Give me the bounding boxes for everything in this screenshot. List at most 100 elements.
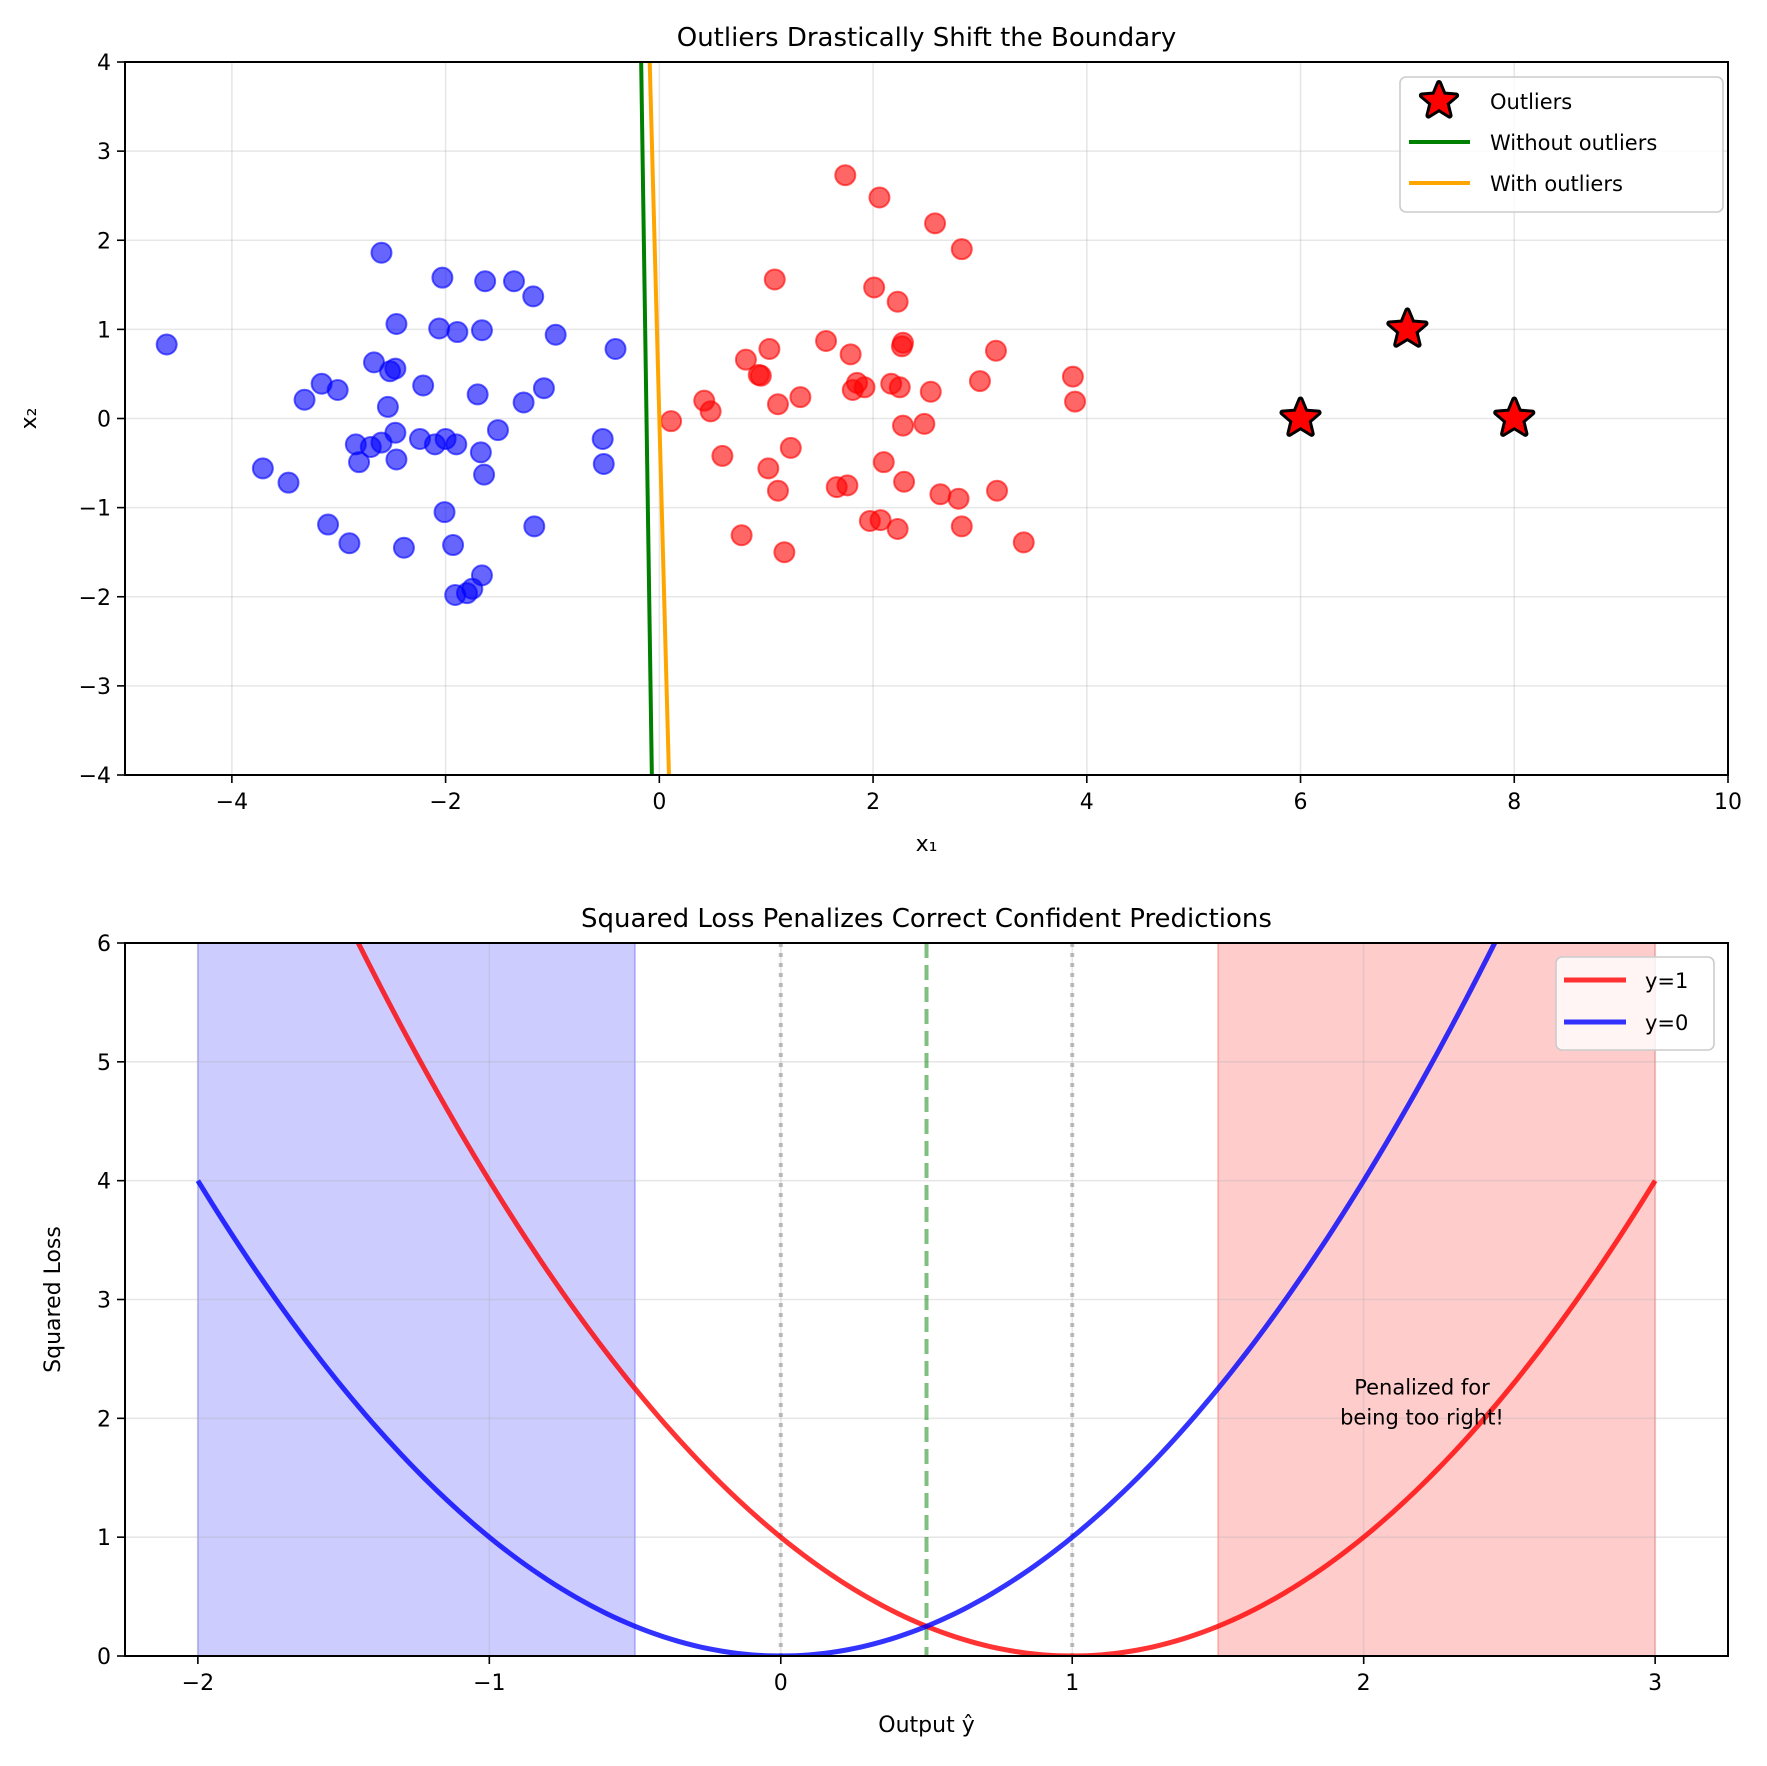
class1-point [660,410,683,433]
class1-point [968,370,991,393]
class0-point [155,333,178,356]
class0-point [326,378,349,401]
class1-point [913,412,936,435]
legend: y=1 y=0 [1555,956,1715,1051]
class1-point [929,483,952,506]
class0-point [502,270,525,293]
class0-point [348,451,371,474]
class1-point [950,238,973,261]
class0-point [474,270,497,293]
y-tick-label: 5 [97,1051,111,1076]
class1-point [893,470,916,493]
y-tick-label: 0 [97,1645,111,1670]
shaded-region [1216,942,1657,1657]
class1-point [1064,390,1087,413]
class0-point [604,337,627,360]
class0-point [444,583,467,606]
y-axis-label: x₂ [17,408,42,430]
y-tick-label: −1 [79,497,111,522]
class0-point [445,433,468,456]
outlier-star [1279,396,1322,437]
x-tick-label: 0 [652,790,666,815]
x-tick-label: −4 [216,790,248,815]
axis-ticks: −2 −1 0 1 2 3 0 1 2 3 4 5 6 [97,932,1662,1696]
y-tick-label: 0 [97,408,111,433]
class1-point [773,541,796,564]
y-axis-label: Squared Loss [41,1226,66,1373]
class0-point [486,419,509,442]
loss-curve-y0 [195,943,1498,1656]
y-tick-label: −2 [79,586,111,611]
class1-point [730,524,753,547]
x-tick-label: −2 [429,790,461,815]
class1-point [947,487,970,510]
class1-point [1061,365,1084,388]
legend-frame [1555,956,1715,1051]
x-tick-label: 8 [1507,790,1521,815]
class1-point [763,268,786,291]
x-tick-label: 2 [866,790,880,815]
class1-point [734,348,757,371]
class0-point [470,319,493,342]
class0-point [512,391,535,414]
class1-point [779,436,802,459]
y-tick-label: 2 [97,229,111,254]
class0-point [591,427,614,450]
class1-point [868,186,891,209]
class0-point [277,471,300,494]
class1-point [888,376,911,399]
x-tick-label: 2 [1357,1671,1371,1696]
class0-point [251,457,274,480]
class1-point [836,474,859,497]
class0-point [385,448,408,471]
axis-ticks: −4 −2 0 2 4 6 8 10 −4 −3 −2 −1 0 1 2 3 4 [79,51,1742,815]
annotation-text: being too right! [1340,1406,1504,1430]
outlier-star [1493,396,1536,437]
class0-point [431,266,454,289]
class1-point [815,329,838,352]
y-tick-label: 3 [97,1289,111,1314]
class0-point [544,323,567,346]
class1-point [789,386,812,409]
x-axis-label: Output ŷ [878,1713,974,1738]
legend-label: y=0 [1645,1011,1688,1035]
x-tick-label: −2 [182,1671,214,1696]
legend: Outliers Without outliers With outliers [1399,76,1724,213]
y-tick-label: 4 [97,1170,111,1195]
y-tick-label: 6 [97,932,111,957]
class0-point [317,513,340,536]
boundary-with-outliers [647,62,671,775]
class1-point [699,400,722,423]
chart-squared-loss: Squared Loss Penalizes Correct Confident… [41,904,1729,1738]
x-tick-label: 1 [1065,1671,1079,1696]
chart-title: Outliers Drastically Shift the Boundary [677,23,1177,53]
class1-point [758,337,781,360]
class0-point [522,285,545,308]
class1-point [891,414,914,437]
chart-title: Squared Loss Penalizes Correct Confident… [581,904,1272,934]
class0-point [412,374,435,397]
class0-point [338,532,361,555]
class1-point [749,364,772,387]
class0-point [473,463,496,486]
y-tick-label: 4 [97,51,111,76]
legend-label: With outliers [1490,172,1623,196]
annotation: Penalized for being too right! [1340,1376,1504,1430]
legend-label: Outliers [1490,90,1572,114]
class1-point [839,343,862,366]
class0-point [592,452,615,475]
y-tick-label: −3 [79,675,111,700]
class1-point [886,518,909,541]
class0-point [293,388,316,411]
legend-label: Without outliers [1490,131,1657,155]
shaded-regions [196,942,1657,1657]
class1-point [872,451,895,474]
class0-point [370,431,393,454]
legend-label: y=1 [1645,969,1688,993]
y-tick-label: 1 [97,318,111,343]
legend-frame [1399,76,1724,213]
class1-point [919,380,942,403]
legend-star-icon [1418,80,1460,119]
class0-point [392,536,415,559]
